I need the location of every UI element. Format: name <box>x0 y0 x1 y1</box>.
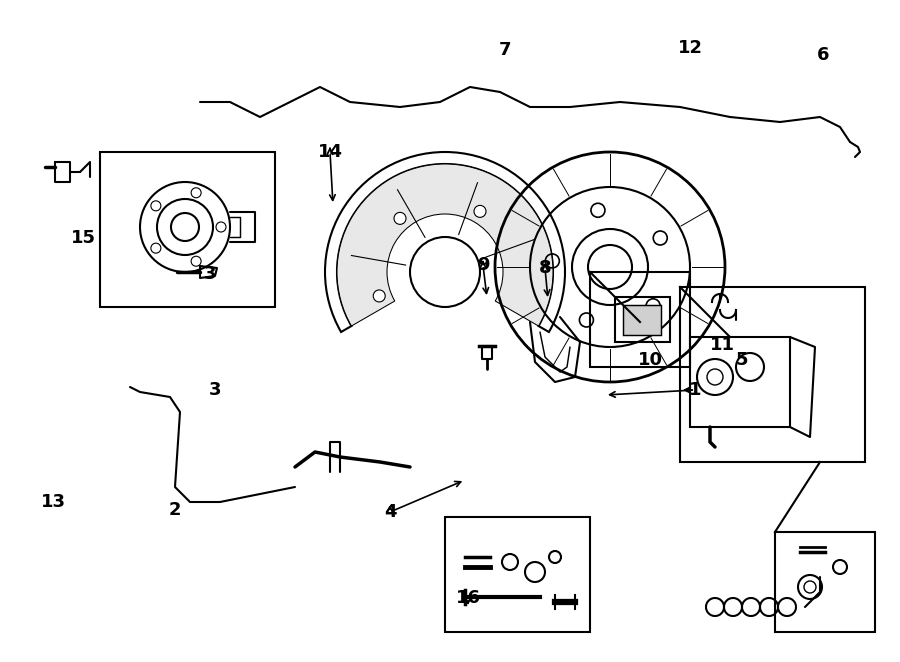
Bar <box>623 305 661 335</box>
Bar <box>100 152 275 307</box>
Text: 5: 5 <box>736 351 748 369</box>
Text: 1: 1 <box>688 381 701 399</box>
Text: 9: 9 <box>477 256 490 274</box>
Bar <box>680 287 865 462</box>
Text: 2: 2 <box>169 501 181 519</box>
Text: 15: 15 <box>70 229 95 247</box>
Bar <box>615 297 670 342</box>
Bar <box>690 337 790 427</box>
Text: 10: 10 <box>637 351 662 369</box>
Text: 16: 16 <box>455 589 481 607</box>
Circle shape <box>151 201 161 211</box>
Text: 3: 3 <box>203 265 216 283</box>
Bar <box>445 517 590 632</box>
Text: 14: 14 <box>318 143 343 161</box>
Wedge shape <box>337 164 553 326</box>
Circle shape <box>151 243 161 253</box>
Circle shape <box>474 205 486 217</box>
Text: 3: 3 <box>209 381 221 399</box>
Circle shape <box>374 290 385 302</box>
Circle shape <box>410 237 480 307</box>
Text: 7: 7 <box>499 41 511 59</box>
Text: 13: 13 <box>40 493 66 511</box>
Bar <box>775 532 875 632</box>
Text: 11: 11 <box>709 336 734 354</box>
Circle shape <box>191 188 201 198</box>
Bar <box>590 272 690 367</box>
Circle shape <box>216 222 226 232</box>
Circle shape <box>191 256 201 266</box>
Text: 8: 8 <box>539 259 552 277</box>
Circle shape <box>394 213 406 224</box>
Text: 4: 4 <box>383 503 396 521</box>
Wedge shape <box>325 152 565 332</box>
Text: 6: 6 <box>817 46 829 64</box>
Text: 12: 12 <box>678 39 703 57</box>
